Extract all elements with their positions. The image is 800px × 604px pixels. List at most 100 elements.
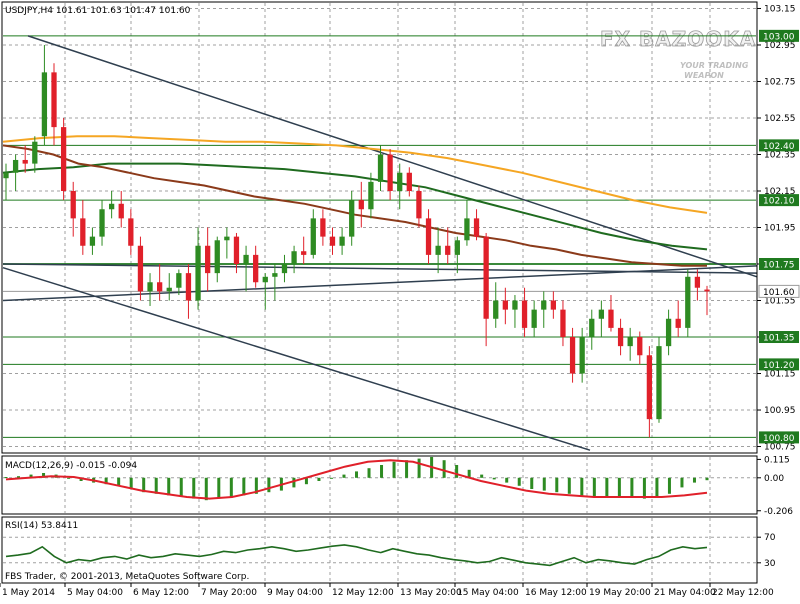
macd-bar [304,477,308,485]
macd-bar [392,461,396,478]
candle-body [32,141,38,164]
rsi-tick-label: 30 [764,559,776,569]
x-tick-label: 16 May 12:00 [525,588,587,598]
watermark: FX BAZOOKA YOUR TRADING WEAPON [600,27,756,80]
price-level-box [759,139,799,152]
macd-bar [204,477,208,501]
candle-body [291,251,297,265]
candle-body [473,218,480,237]
price-level-box [759,258,799,271]
macd-bar [530,477,534,489]
candle-body [502,300,508,310]
candle-body [445,245,451,255]
y-tick-label: 102.55 [764,114,796,124]
price-level-label: 102.40 [763,142,795,152]
price-level-label: 101.60 [763,288,795,298]
trendline [2,265,758,302]
candle-body [560,309,566,338]
candle-body [301,251,307,255]
candle-body [262,276,268,283]
candle-body [22,159,28,164]
macd-bar [154,477,158,494]
x-tick-label: 5 May 04:00 [67,588,123,598]
x-tick-label: 22 May 12:00 [712,588,774,598]
watermark-brand: FX BAZOOKA [600,27,756,51]
price-level-box [759,331,799,344]
macd-bar [667,477,671,494]
macd-bar [617,477,621,497]
candle-body [89,236,96,246]
candle-body [233,236,240,265]
price-level-box [759,431,799,444]
candle-body [205,245,211,274]
price-level-box [759,29,799,42]
x-tick-label: 9 May 04:00 [267,588,323,598]
macd-bar [680,477,684,488]
candle-body [224,236,230,241]
macd-bar [342,474,346,478]
candle-body [483,236,489,319]
macd-bar [317,477,321,481]
macd-bar [630,477,634,497]
price-level-label: 101.75 [763,261,795,271]
macd-bar [692,477,696,483]
macd-bar [555,477,559,493]
macd-bar [104,477,108,485]
candles [3,44,710,438]
price-level-label: 103.00 [763,32,795,42]
x-tick-label: 12 May 12:00 [332,588,394,598]
x-tick-label: 6 May 12:00 [133,588,189,598]
candle-body [310,218,316,255]
x-tick-label: 21 May 04:00 [654,588,716,598]
y-tick-label: 102.15 [764,187,796,197]
rsi-pane-frame [1,516,758,584]
macd-histogram [4,457,709,501]
candle-body [157,282,163,292]
candle-body [272,273,278,277]
candle-body [531,309,537,328]
candle-body [128,218,134,246]
candle-body [195,245,201,301]
candle-body [512,300,518,310]
ma-mid-line [2,162,708,251]
candle-body [358,200,364,210]
y-tick-label: 101.95 [764,224,796,234]
price-level-label: 100.80 [763,434,795,444]
price-level-box [758,284,800,298]
macd-bar [442,460,446,478]
moving-averages [2,135,708,267]
rsi-tick-label: 70 [764,533,776,543]
candle-body [387,154,393,191]
candle-body [617,327,624,347]
candle-body [646,355,653,420]
candle-body [579,337,585,374]
rsi-path [5,544,708,567]
macd-bar [79,477,83,481]
candle-body [176,273,182,288]
candle-body [214,240,220,274]
macd-bar [117,477,121,486]
macd-pane-frame [1,455,758,515]
macd-bar [192,477,196,499]
rsi-y-axis: 70 30 [757,533,776,569]
macd-y-axis: 0.115 0.00 -0.206 [757,455,793,517]
price-level-lines [3,35,756,438]
macd-tick-label: 0.00 [764,474,784,484]
macd-bar [329,477,333,479]
y-tick-label: 102.95 [764,41,796,51]
candle-body [41,72,48,137]
macd-bar [4,477,8,478]
candle-body [147,282,153,292]
candle-body [185,273,192,301]
candle-body [70,190,76,219]
macd-bar [592,477,596,497]
macd-bar [467,469,471,478]
candle-body [416,190,422,219]
x-tick-label: 1 May 2014 [2,588,55,598]
macd-bar [67,477,71,479]
candle-body [137,245,144,292]
macd-tick-label: -0.206 [764,507,793,517]
macd-bar [229,477,233,497]
macd-bar [405,460,409,478]
macd-title: MACD(12,26,9) -0.015 -0.094 [5,461,137,471]
